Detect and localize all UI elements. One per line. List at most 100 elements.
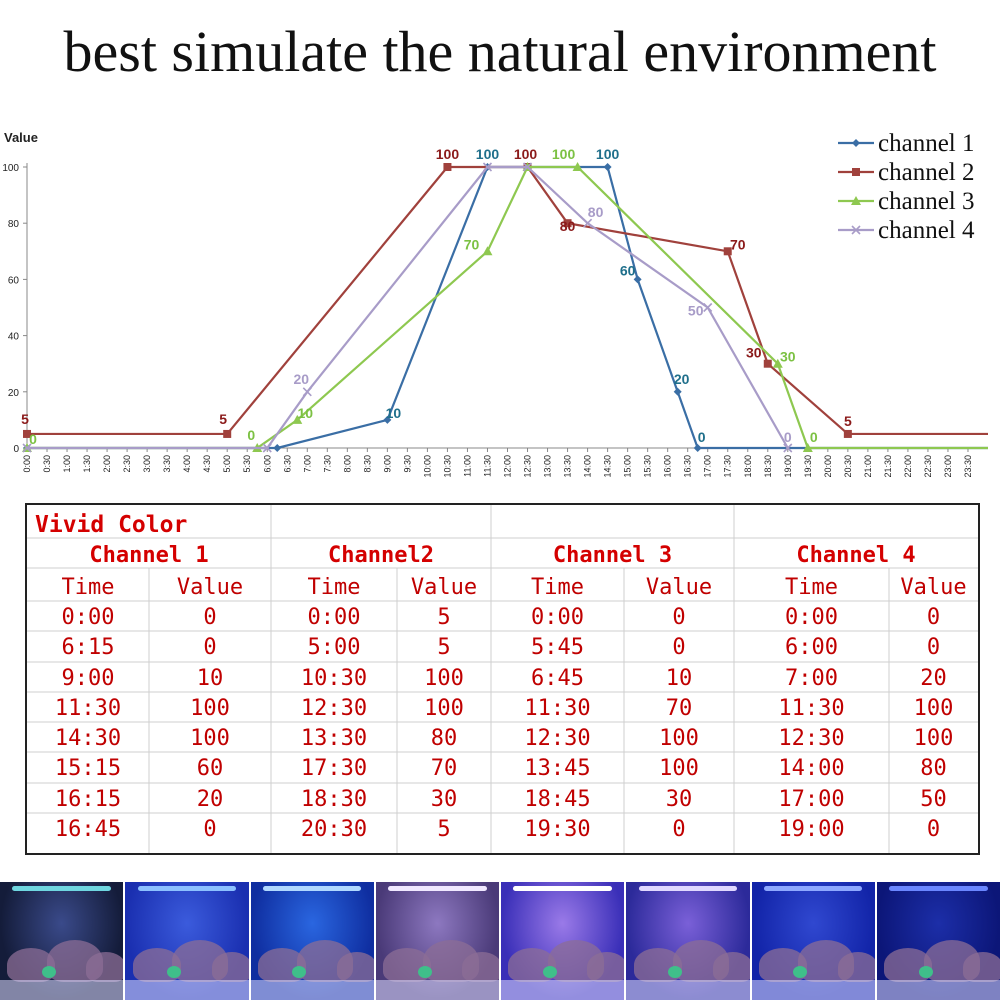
data-label: 60: [620, 262, 636, 278]
data-label: 100: [596, 146, 620, 162]
tank-sand: [626, 980, 750, 1000]
data-point: [383, 415, 392, 424]
tank-light: [262, 886, 362, 891]
data-label: 100: [476, 146, 500, 162]
x-tick-label: 3:30: [162, 455, 172, 473]
tank-sand: [501, 980, 625, 1000]
x-tick-label: 15:00: [623, 455, 633, 478]
tank-coral: [668, 966, 683, 978]
data-label: 5: [844, 413, 852, 429]
tank-rock: [211, 952, 249, 982]
data-label: 10: [386, 405, 402, 421]
value-cell: 100: [914, 726, 954, 751]
legend-label: channel 1: [878, 130, 974, 157]
time-cell: 20:30: [301, 817, 367, 842]
value-cell: 70: [666, 696, 693, 721]
channel-header: Channel 1: [89, 543, 208, 568]
series-channel-4: [22, 162, 793, 453]
value-cell: 0: [927, 605, 940, 630]
x-tick-label: 13:00: [543, 455, 553, 478]
x-tick-label: 19:00: [783, 455, 793, 478]
time-column-header: Time: [531, 575, 584, 600]
x-tick-label: 14:30: [603, 455, 613, 478]
tank-rock: [86, 952, 124, 982]
data-label: 80: [560, 218, 576, 234]
value-cell: 0: [203, 817, 216, 842]
x-tick-label: 6:00: [262, 455, 272, 473]
data-point: [723, 247, 732, 256]
y-tick-label: 40: [8, 332, 20, 343]
y-tick-label: 100: [2, 163, 19, 174]
x-tick-label: 1:00: [62, 455, 72, 473]
x-tick-label: 3:00: [142, 455, 152, 473]
legend-entry: channel 3: [838, 188, 974, 215]
legend-label: channel 2: [878, 159, 974, 186]
data-label: 5: [219, 411, 227, 427]
value-cell: 30: [431, 787, 458, 812]
y-tick-label: 20: [8, 388, 20, 399]
tank-sand: [250, 980, 374, 1000]
value-cell: 70: [431, 756, 458, 781]
data-label: 100: [552, 146, 576, 162]
y-axis-title: Value: [4, 130, 38, 145]
tank-rock: [336, 952, 374, 982]
value-cell: 20: [920, 666, 947, 691]
value-cell: 5: [437, 635, 450, 660]
data-point: [223, 429, 232, 438]
value-column-header: Value: [900, 575, 966, 600]
time-cell: 12:30: [524, 726, 590, 751]
legend-entry: channel 1: [838, 130, 974, 157]
x-tick-label: 22:30: [923, 455, 933, 478]
data-point: [482, 162, 493, 172]
x-tick-label: 17:00: [703, 455, 713, 478]
value-cell: 5: [437, 817, 450, 842]
value-cell: 10: [197, 666, 224, 691]
value-cell: 0: [672, 817, 685, 842]
time-cell: 0:00: [62, 605, 115, 630]
data-label: 0: [29, 431, 37, 447]
legend-label: channel 4: [878, 217, 975, 244]
data-point: [292, 414, 303, 424]
value-column-header: Value: [177, 575, 243, 600]
x-tick-label: 20:30: [843, 455, 853, 478]
x-tick-label: 10:30: [442, 455, 452, 478]
time-cell: 15:15: [55, 756, 121, 781]
channel-header: Channel 3: [553, 543, 672, 568]
time-cell: 19:00: [778, 817, 844, 842]
tank-coral: [542, 966, 557, 978]
value-cell: 5: [437, 605, 450, 630]
time-cell: 0:00: [308, 605, 361, 630]
tank-light: [388, 886, 487, 891]
data-label: 0: [784, 429, 792, 445]
x-tick-label: 4:30: [202, 455, 212, 473]
data-label: 50: [688, 303, 704, 319]
x-tick-label: 10:00: [422, 455, 432, 478]
value-cell: 60: [197, 756, 224, 781]
value-column-header: Value: [411, 575, 477, 600]
tank-coral: [417, 966, 432, 978]
time-cell: 9:00: [62, 666, 115, 691]
value-cell: 100: [914, 696, 954, 721]
data-point: [852, 168, 860, 176]
data-point: [262, 443, 272, 453]
series-channel-3: [22, 162, 988, 452]
series-line: [27, 165, 789, 450]
schedule-table: Vivid Color Channel 1 Time Value 0:00 0 6:15 0 9…: [27, 505, 978, 853]
time-cell: 5:00: [308, 635, 361, 660]
data-point: [802, 443, 813, 452]
legend-entry: channel 4: [838, 217, 975, 244]
data-label: 20: [674, 371, 690, 387]
data-point: [673, 387, 682, 396]
data-point: [572, 162, 583, 171]
time-cell: 16:45: [55, 817, 121, 842]
time-cell: 13:30: [301, 726, 367, 751]
data-point: [22, 443, 32, 453]
x-tick-label: 19:30: [803, 455, 813, 478]
data-label: 0: [247, 427, 255, 443]
time-cell: 16:15: [55, 787, 121, 812]
time-cell: 6:00: [785, 635, 838, 660]
data-point: [851, 225, 861, 235]
